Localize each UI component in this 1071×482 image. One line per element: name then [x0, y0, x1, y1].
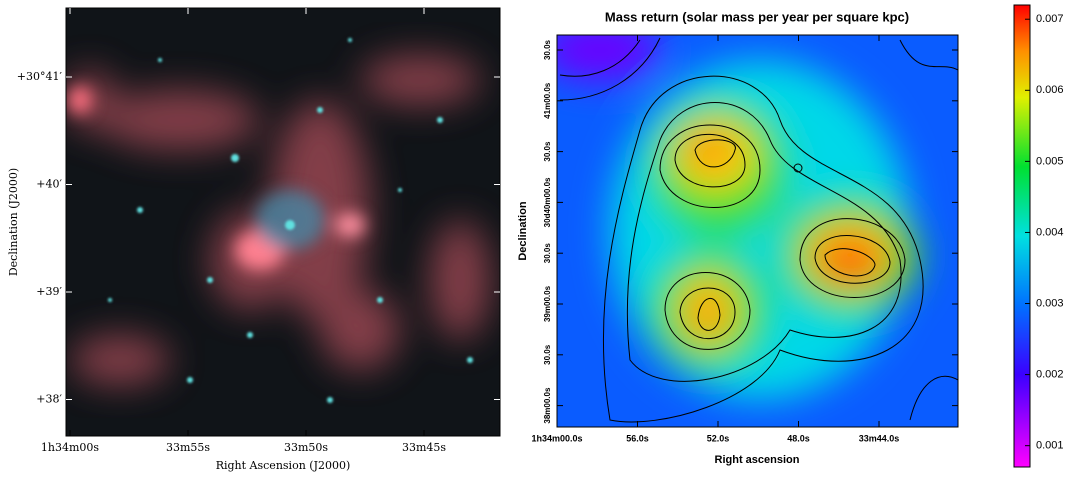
colorbar-tick-label: 0.001 [1036, 440, 1064, 452]
x-tick-label: 1h34m00s [41, 441, 100, 454]
y-tick-label: 30.0s [543, 243, 552, 264]
x-tick-label: 33m45s [402, 441, 446, 454]
x-tick-label: 1h34m00.0s [531, 433, 582, 443]
y-tick-label: 30d40m00.0s [543, 177, 552, 227]
y-tick-label: 41m00.0s [543, 82, 552, 119]
x-tick-label: 48.0s [787, 433, 810, 443]
x-axis-label: Right ascension [715, 454, 800, 466]
y-axis-label: Declination [517, 201, 529, 261]
colorbar-tick-label: 0.002 [1036, 369, 1064, 381]
y-tick-label: +40′ [36, 178, 62, 191]
chart-title: Mass return (solar mass per year per squ… [605, 9, 909, 24]
colorbar-tick-label: 0.007 [1036, 13, 1064, 25]
y-tick-label: 30.0s [543, 141, 552, 162]
x-tick-label: 33m50s [284, 441, 328, 454]
frame [65, 7, 501, 437]
y-tick-label: +39′ [36, 285, 62, 298]
sky-image [66, 8, 500, 436]
y-tick-label: +30°41′ [17, 70, 63, 83]
colorbar-tick-label: 0.006 [1036, 84, 1064, 96]
x-tick-label: 56.0s [626, 433, 649, 443]
colorbar-tick-label: 0.004 [1036, 226, 1064, 238]
x-tick-label: 33m44.0s [859, 433, 900, 443]
y-tick-label: 39m00.0s [543, 285, 552, 322]
contour-map [557, 35, 958, 427]
x-tick-label: 52.0s [707, 433, 730, 443]
colorbar-tick-label: 0.003 [1036, 297, 1064, 309]
y-tick-label: 38m00.0s [543, 387, 552, 424]
y-tick-label: +38′ [36, 393, 62, 406]
colorbar [1013, 4, 1031, 468]
y-tick-label: 30.0s [543, 344, 552, 365]
colorbar-tick-label: 0.005 [1036, 155, 1064, 167]
frame [556, 34, 959, 428]
y-tick-label: 30.0s [543, 39, 552, 60]
x-tick-label: 33m55s [166, 441, 210, 454]
y-axis-label: Declination (J2000) [7, 168, 20, 276]
x-axis-label: Right Ascension (J2000) [216, 459, 351, 472]
